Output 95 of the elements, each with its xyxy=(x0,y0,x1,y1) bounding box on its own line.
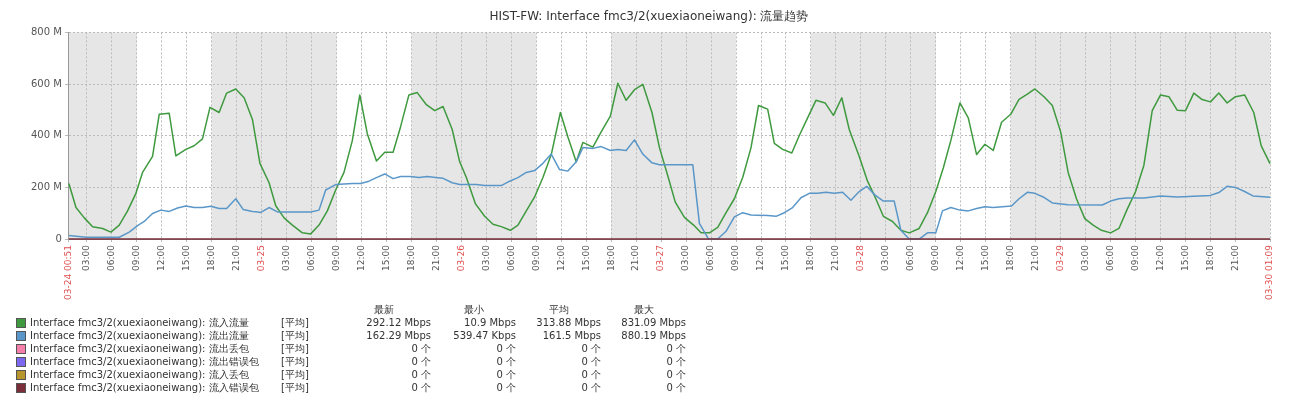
text: 0 个 xyxy=(495,368,516,381)
x-tick-label: 15:00 xyxy=(780,244,791,271)
x-tick-label: 03:00 xyxy=(280,244,291,271)
x-tick-label: 12:00 xyxy=(355,244,366,271)
x-tick-label: 18:00 xyxy=(405,244,416,271)
x-tick-label: 21:00 xyxy=(830,244,841,271)
text: [平均] xyxy=(281,342,310,355)
text: 0 个 xyxy=(580,355,601,368)
x-tick-label: 21:00 xyxy=(230,244,241,271)
text: 0 个 xyxy=(410,381,431,394)
y-tick-label: 200 M xyxy=(30,180,62,192)
legend-label: Interface fmc3/2(xuexiaoneiwang): 流入流量 xyxy=(30,316,249,329)
x-tick-label: 09:00 xyxy=(930,244,941,271)
legend-label: Interface fmc3/2(xuexiaoneiwang): 流出错误包 xyxy=(30,355,259,368)
text: 0 个 xyxy=(495,381,516,394)
text: 880.19 Mbps xyxy=(620,329,686,342)
y-tick-label: 800 M xyxy=(30,25,62,37)
y-tick-label: 0 xyxy=(55,232,62,244)
x-tick-label: 21:00 xyxy=(1229,244,1240,271)
x-tick-label: 12:00 xyxy=(555,244,566,271)
x-tick-label: 12:00 xyxy=(1154,244,1165,271)
text: 0 个 xyxy=(410,368,431,381)
x-tick-label: 06:00 xyxy=(705,244,716,271)
text: 0 个 xyxy=(580,381,601,394)
text: 831.09 Mbps xyxy=(620,316,686,329)
x-tick-label: 21:00 xyxy=(430,244,441,271)
x-tick-label: 12:00 xyxy=(156,244,167,271)
text: 0 个 xyxy=(665,381,686,394)
chart-title: HIST-FW: Interface fmc3/2(xuexiaoneiwang): 流量趋势 xyxy=(489,9,809,24)
text: 最小 xyxy=(462,303,485,316)
text: 292.12 Mbps xyxy=(365,316,431,329)
x-tick-label: 03-28 xyxy=(855,244,866,272)
x-tick-label: 03-24 00:51 xyxy=(63,245,74,300)
text: 0 个 xyxy=(580,368,601,381)
x-tick-label: 06:00 xyxy=(905,244,916,271)
x-tick-label: 18:00 xyxy=(1005,244,1016,271)
x-tick-label: 21:00 xyxy=(630,244,641,271)
text: 0 个 xyxy=(495,342,516,355)
x-tick-label: 15:00 xyxy=(1179,244,1190,271)
text: 0 个 xyxy=(495,355,516,368)
x-tick-label: 15:00 xyxy=(580,244,591,271)
x-tick-label: 15:00 xyxy=(181,244,192,271)
x-tick-label: 03-25 xyxy=(255,245,266,272)
x-tick-label: 09:00 xyxy=(1129,244,1140,271)
text: 313.88 Mbps xyxy=(535,316,601,329)
x-tick-label: 03:00 xyxy=(880,244,891,271)
legend-label: Interface fmc3/2(xuexiaoneiwang): 流出丢包 xyxy=(30,342,249,355)
x-tick-label: 03-30 01:09 xyxy=(1264,244,1275,300)
x-tick-label: 09:00 xyxy=(730,244,741,271)
text: 最新 xyxy=(372,303,395,316)
x-tick-label: 06:00 xyxy=(505,244,516,271)
text: 539.47 Kbps xyxy=(452,329,516,342)
text: 10.9 Mbps xyxy=(463,316,516,329)
x-tick-label: 09:00 xyxy=(530,244,541,271)
text: [平均] xyxy=(281,368,310,381)
x-tick-label: 15:00 xyxy=(980,244,991,271)
legend-label: Interface fmc3/2(xuexiaoneiwang): 流入错误包 xyxy=(30,381,259,394)
text: 0 个 xyxy=(410,355,431,368)
text: 平均 xyxy=(547,303,570,316)
legend-label: Interface fmc3/2(xuexiaoneiwang): 流入丢包 xyxy=(30,368,249,381)
x-tick-label: 06:00 xyxy=(106,244,117,271)
text: [平均] xyxy=(281,316,310,329)
x-tick-label: 03-29 xyxy=(1055,244,1065,272)
x-tick-label: 18:00 xyxy=(605,244,616,271)
y-tick-label: 600 M xyxy=(30,77,62,89)
y-tick-label: 400 M xyxy=(30,129,62,141)
x-tick-label: 18:00 xyxy=(805,244,816,271)
text: 0 个 xyxy=(580,342,601,355)
x-tick-label: 03:00 xyxy=(1079,244,1090,271)
text: [平均] xyxy=(281,329,310,342)
text: 0 个 xyxy=(665,368,686,381)
text: 最大 xyxy=(632,303,655,316)
legend-label: Interface fmc3/2(xuexiaoneiwang): 流出流量 xyxy=(30,329,249,342)
text: [平均] xyxy=(281,381,310,394)
x-tick-label: 18:00 xyxy=(205,244,216,271)
x-tick-label: 21:00 xyxy=(1030,244,1041,271)
x-tick-label: 03:00 xyxy=(81,244,92,271)
x-tick-label: 03-27 xyxy=(655,245,666,272)
x-tick-label: 09:00 xyxy=(131,244,142,271)
text: 162.29 Mbps xyxy=(365,329,431,342)
x-tick-label: 06:00 xyxy=(305,244,316,271)
x-tick-label: 09:00 xyxy=(330,244,341,271)
text: 0 个 xyxy=(665,355,686,368)
x-tick-label: 12:00 xyxy=(755,244,766,271)
text: 0 个 xyxy=(410,342,431,355)
x-tick-label: 03:00 xyxy=(680,244,691,271)
x-tick-label: 03-26 xyxy=(455,244,466,272)
x-tick-label: 18:00 xyxy=(1204,244,1215,271)
x-tick-label: 06:00 xyxy=(1104,244,1115,271)
text: 161.5 Mbps xyxy=(541,329,601,342)
text: [平均] xyxy=(281,355,310,368)
x-tick-label: 12:00 xyxy=(955,244,966,271)
text: 0 个 xyxy=(665,342,686,355)
x-tick-label: 15:00 xyxy=(380,244,391,271)
x-tick-label: 03:00 xyxy=(480,244,491,271)
